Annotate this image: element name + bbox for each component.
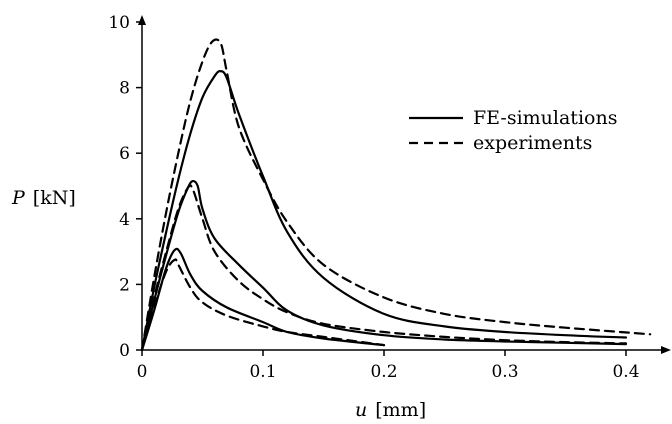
- experiment-curve-low: [140, 258, 386, 352]
- legend-label-fe-simulations: FE-simulations: [473, 107, 617, 129]
- x-axis-unit: [mm]: [375, 399, 426, 421]
- experiment-curve-mid: [140, 184, 628, 352]
- x-axis-arrow: [661, 346, 671, 354]
- x-axis-variable: u: [355, 399, 367, 421]
- y-axis-unit: [kN]: [33, 187, 76, 209]
- axes: 0 0.1 0.2 0.3 0.4 0 2 4 6 8 10: [108, 13, 671, 382]
- y-axis-variable: P: [11, 187, 26, 209]
- legend: FE-simulations experiments: [409, 107, 617, 154]
- y-tick-label: 2: [119, 275, 130, 295]
- x-tick-label: 0.2: [370, 362, 397, 382]
- fe-simulation-curve-high: [140, 70, 628, 352]
- y-tick-label: 8: [119, 79, 130, 99]
- y-axis-arrow: [138, 15, 146, 25]
- x-tick-label: 0.1: [249, 362, 276, 382]
- x-tick-label: 0.4: [612, 362, 639, 382]
- y-tick-label: 6: [119, 144, 130, 164]
- x-tick-label: 0: [137, 362, 148, 382]
- y-tick-label: 4: [119, 210, 130, 230]
- legend-label-experiments: experiments: [473, 132, 592, 154]
- y-axis-label: P [kN]: [11, 187, 76, 209]
- fe-simulation-curve-low: [140, 247, 386, 352]
- y-tick-label: 0: [119, 341, 130, 361]
- x-tick-label: 0.3: [491, 362, 518, 382]
- fe-simulation-curve-mid: [140, 179, 628, 352]
- x-axis-label: u [mm]: [355, 399, 426, 421]
- experiment-curve-high: [140, 38, 652, 352]
- y-tick-label: 10: [108, 13, 130, 33]
- series-layer: [140, 38, 652, 352]
